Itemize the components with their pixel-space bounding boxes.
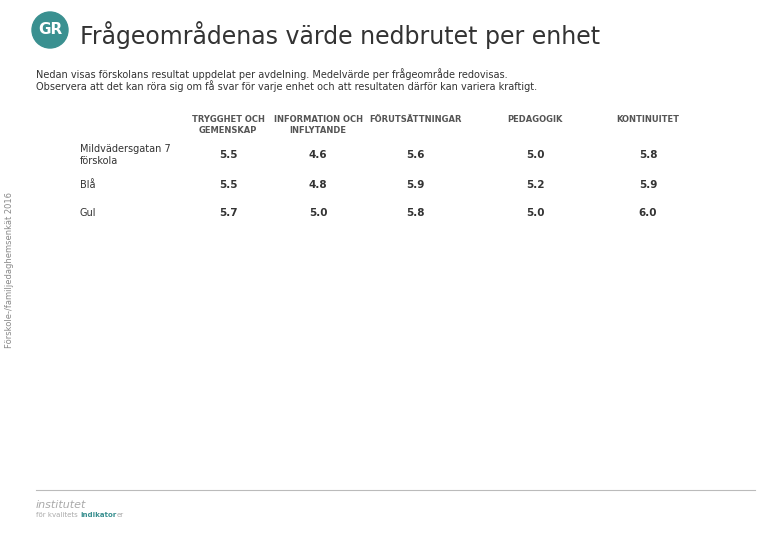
Text: 5.5: 5.5 <box>218 150 237 160</box>
Text: GR: GR <box>38 23 62 37</box>
Text: 5.8: 5.8 <box>406 208 424 218</box>
Text: för kvalitets: för kvalitets <box>36 512 78 518</box>
Text: 5.0: 5.0 <box>309 208 328 218</box>
Text: Förskole-/familjedaghemsenkät 2016: Förskole-/familjedaghemsenkät 2016 <box>5 192 15 348</box>
Text: PEDAGOGIK: PEDAGOGIK <box>507 115 562 124</box>
Text: institutet: institutet <box>36 500 87 510</box>
Text: 6.0: 6.0 <box>639 208 658 218</box>
Text: Gul: Gul <box>80 208 97 218</box>
Text: 5.0: 5.0 <box>526 208 544 218</box>
Text: indikator: indikator <box>80 512 116 518</box>
Text: INFORMATION OCH
INFLYTANDE: INFORMATION OCH INFLYTANDE <box>274 115 363 135</box>
Text: 4.6: 4.6 <box>309 150 328 160</box>
Text: FÖRUTSÄTTNINGAR: FÖRUTSÄTTNINGAR <box>369 115 461 124</box>
Text: 5.8: 5.8 <box>639 150 658 160</box>
Text: KONTINUITET: KONTINUITET <box>616 115 679 124</box>
Text: 5.9: 5.9 <box>639 180 658 190</box>
Text: er: er <box>117 512 124 518</box>
Text: 5.2: 5.2 <box>526 180 544 190</box>
Text: 5.9: 5.9 <box>406 180 424 190</box>
Text: 5.0: 5.0 <box>526 150 544 160</box>
Text: Observera att det kan röra sig om få svar för varje enhet och att resultaten där: Observera att det kan röra sig om få sva… <box>36 80 537 92</box>
Text: 5.6: 5.6 <box>406 150 424 160</box>
Text: TRYGGHET OCH
GEMENSKAP: TRYGGHET OCH GEMENSKAP <box>192 115 264 135</box>
Text: Frågeområdenas värde nedbrutet per enhet: Frågeområdenas värde nedbrutet per enhet <box>80 21 600 49</box>
Text: Blå: Blå <box>80 180 95 190</box>
Text: Nedan visas förskolans resultat uppdelat per avdelning. Medelvärde per frågeområ: Nedan visas förskolans resultat uppdelat… <box>36 68 508 80</box>
Circle shape <box>32 12 68 48</box>
Text: 5.5: 5.5 <box>218 180 237 190</box>
Text: 5.7: 5.7 <box>218 208 237 218</box>
Text: 4.8: 4.8 <box>309 180 328 190</box>
Text: Mildvädersgatan 7
förskola: Mildvädersgatan 7 förskola <box>80 144 171 166</box>
